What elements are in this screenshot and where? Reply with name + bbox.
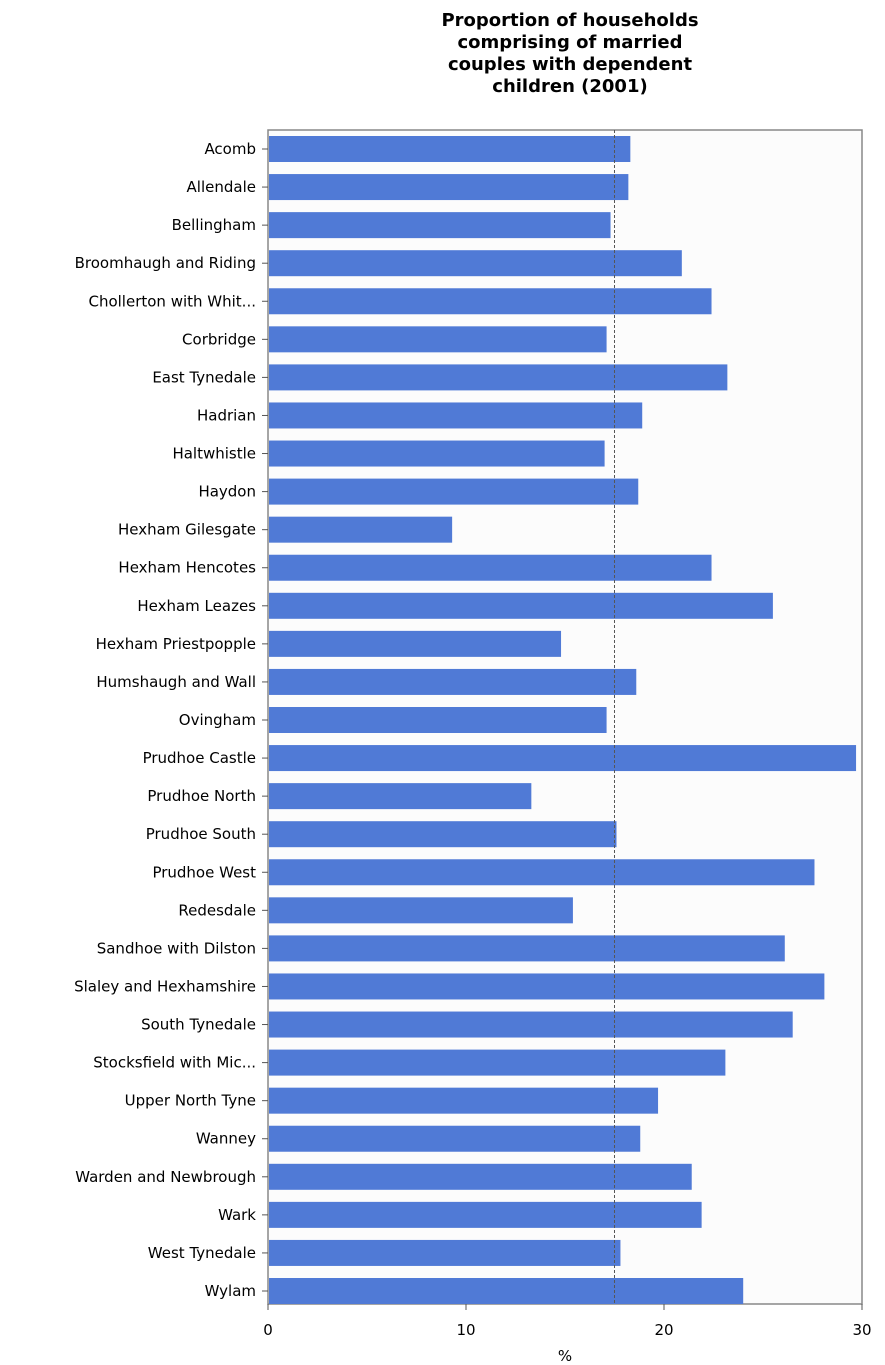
bar-redesdale (269, 897, 573, 924)
category-label: Humshaugh and Wall (96, 673, 256, 691)
x-axis-title: % (558, 1347, 572, 1365)
x-tick-label: 0 (263, 1321, 273, 1339)
bar-sandhoe-with-dilston (269, 935, 785, 962)
category-label: Acomb (204, 140, 256, 158)
category-label: Redesdale (178, 901, 256, 919)
bars-group (269, 136, 857, 1304)
bar-hadrian (269, 402, 643, 429)
bar-south-tynedale (269, 1011, 793, 1038)
category-label: Prudhoe South (146, 825, 256, 843)
x-tick-label: 10 (456, 1321, 475, 1339)
category-label: Prudhoe West (152, 863, 256, 881)
bar-allendale (269, 174, 629, 201)
category-label: Prudhoe Castle (143, 749, 256, 767)
bar-chollerton-with-whit (269, 288, 712, 315)
category-label: Bellingham (172, 216, 256, 234)
bar-hexham-leazes (269, 592, 773, 619)
category-label: Wanney (196, 1130, 256, 1148)
bar-prudhoe-castle (269, 745, 857, 772)
category-label: Broomhaugh and Riding (75, 254, 256, 272)
bar-upper-north-tyne (269, 1087, 659, 1114)
category-label: Haltwhistle (172, 445, 256, 463)
bar-west-tynedale (269, 1239, 621, 1266)
category-label: Stocksfield with Mic... (93, 1054, 256, 1072)
category-label: West Tynedale (148, 1244, 256, 1262)
category-label: Hadrian (197, 406, 256, 424)
bar-hexham-priestpopple (269, 630, 562, 657)
category-label: Hexham Hencotes (118, 559, 256, 577)
bar-hexham-gilesgate (269, 516, 453, 543)
bar-prudhoe-west (269, 859, 815, 886)
category-label: Chollerton with Whit... (88, 292, 256, 310)
bar-broomhaugh-and-riding (269, 250, 682, 277)
bar-bellingham (269, 212, 611, 239)
bar-ovingham (269, 707, 607, 733)
bar-stocksfield-with-mic (269, 1049, 726, 1076)
category-label: Sandhoe with Dilston (97, 939, 256, 957)
category-label: Haydon (198, 483, 256, 501)
category-label: East Tynedale (152, 368, 256, 386)
x-tick-label: 20 (654, 1321, 673, 1339)
category-label: South Tynedale (141, 1016, 256, 1034)
bar-prudhoe-north (269, 783, 532, 810)
category-label: Hexham Leazes (137, 597, 256, 615)
bar-humshaugh-and-wall (269, 668, 637, 695)
x-tick-label: 30 (852, 1321, 871, 1339)
bar-wylam (269, 1278, 744, 1304)
category-label: Wylam (205, 1282, 256, 1300)
category-label: Allendale (187, 178, 256, 196)
category-label: Corbridge (182, 330, 256, 348)
category-label: Slaley and Hexhamshire (74, 977, 256, 995)
chart-title: Proportion of households comprising of m… (441, 10, 699, 97)
bar-east-tynedale (269, 364, 728, 391)
bar-acomb (269, 136, 631, 162)
category-label: Warden and Newbrough (75, 1168, 256, 1186)
category-label: Wark (218, 1206, 256, 1224)
category-label: Hexham Priestpopple (96, 635, 256, 653)
bar-warden-and-newbrough (269, 1163, 692, 1190)
bar-hexham-hencotes (269, 554, 712, 581)
bar-wark (269, 1201, 702, 1228)
category-label: Hexham Gilesgate (118, 521, 256, 539)
bar-haltwhistle (269, 440, 605, 467)
bar-corbridge (269, 326, 607, 353)
bar-haydon (269, 478, 639, 505)
bar-wanney (269, 1125, 641, 1152)
category-label: Upper North Tyne (125, 1092, 256, 1110)
category-labels: Acomb Allendale Bellingham Broomhaugh and R… (74, 140, 268, 1300)
bar-prudhoe-south (269, 821, 617, 848)
bar-slaley-and-hexhamshire (269, 973, 825, 1000)
x-axis-ticks: 0 10 20 30 (263, 1304, 872, 1339)
category-label: Prudhoe North (147, 787, 256, 805)
category-label: Ovingham (179, 711, 256, 729)
